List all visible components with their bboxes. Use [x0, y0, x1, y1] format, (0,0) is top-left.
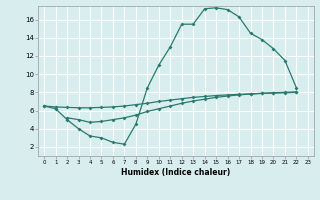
- X-axis label: Humidex (Indice chaleur): Humidex (Indice chaleur): [121, 168, 231, 177]
